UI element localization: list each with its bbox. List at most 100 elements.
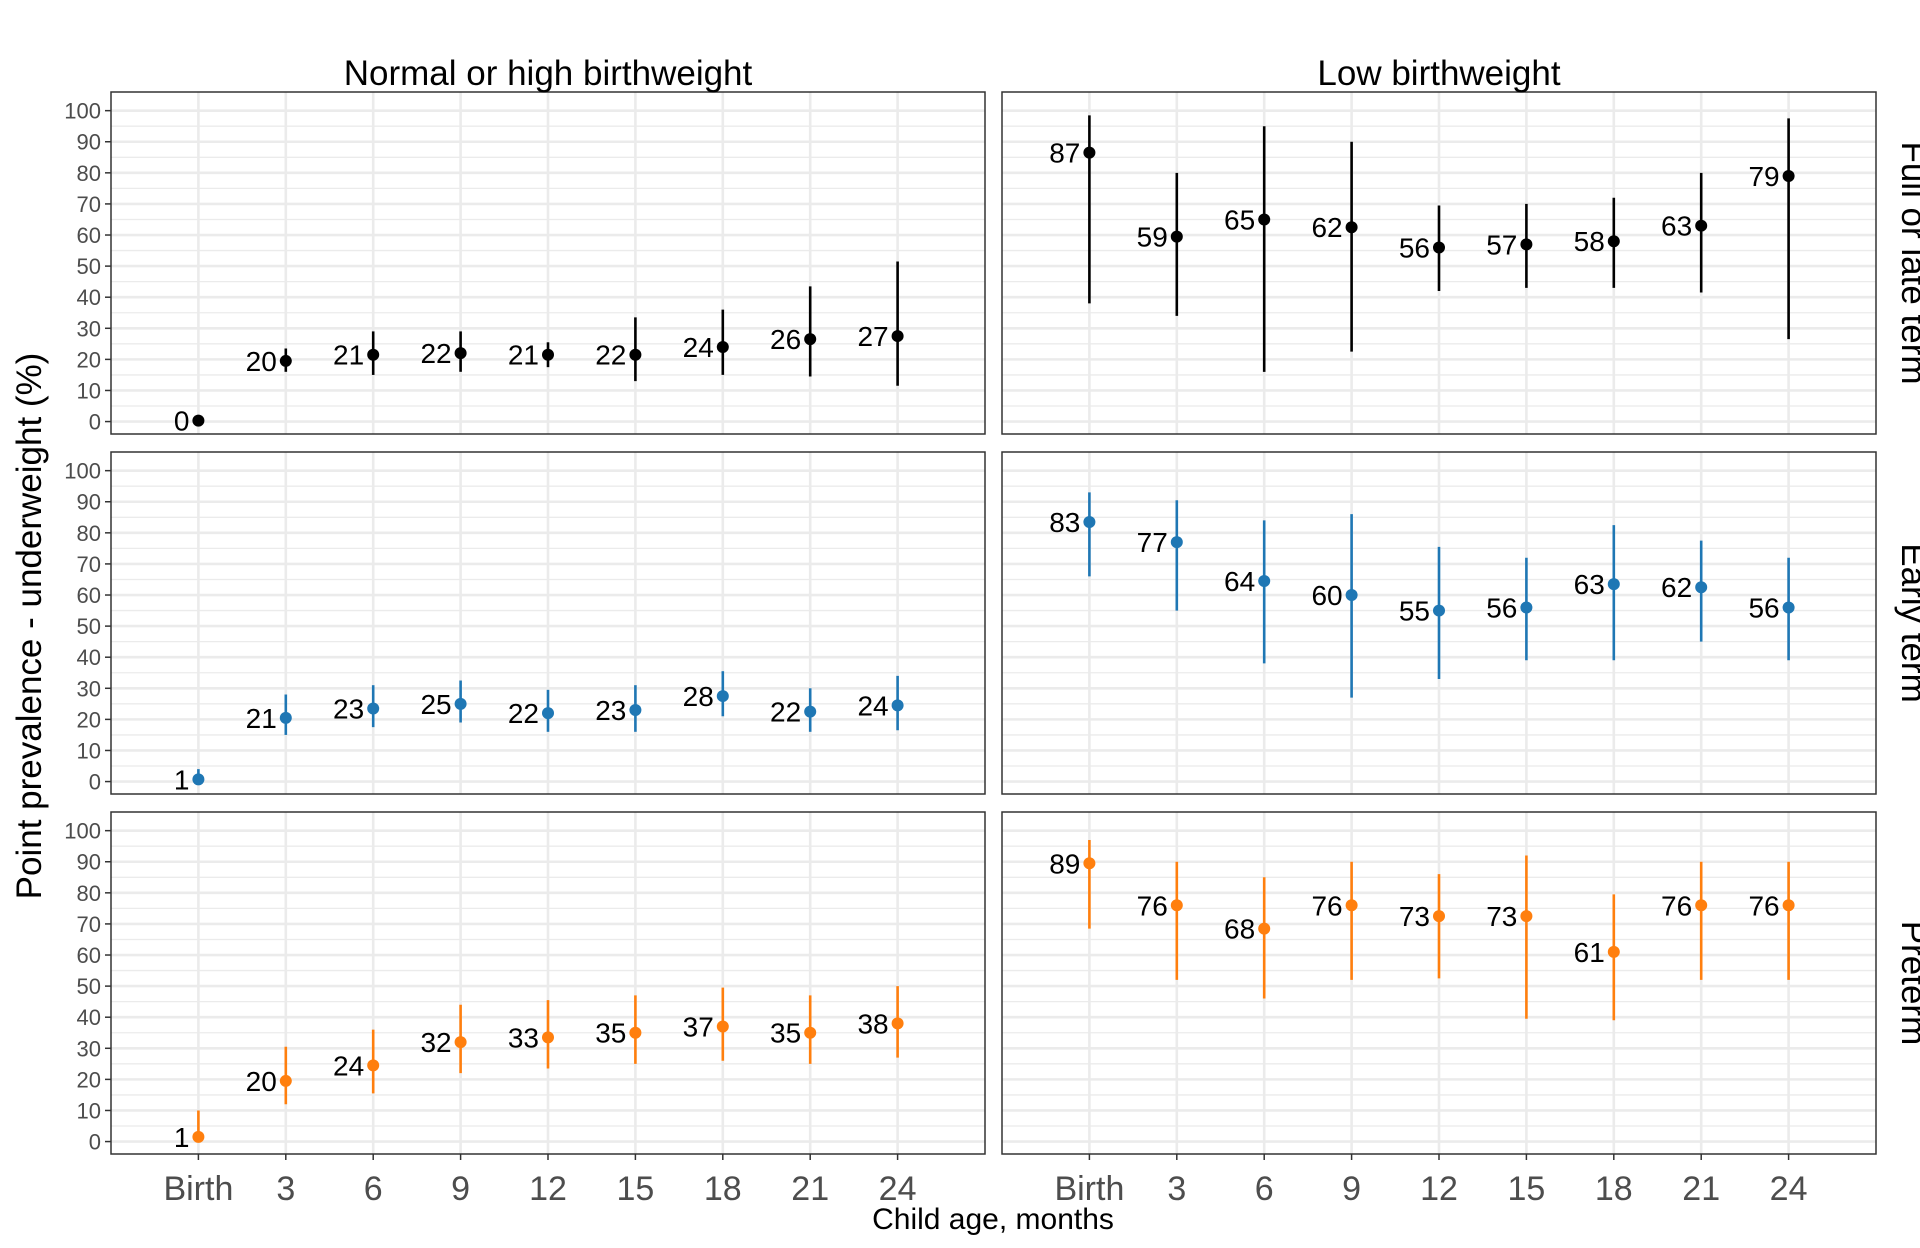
data-point [367,348,380,361]
y-tick-label: 40 [77,285,101,310]
y-tick-label: 80 [77,161,101,186]
value-label: 73 [1486,901,1517,932]
y-tick-label: 10 [77,738,101,763]
y-axis-title: Point prevalence - underweight (%) [10,353,49,900]
data-point [1782,899,1795,912]
data-point [1433,604,1445,617]
column-strip-layer: Normal or high birthweight Low birthweigh… [344,54,1561,93]
data-point [804,705,817,718]
data-point [1433,910,1445,923]
x-tick-label: 9 [451,1170,470,1208]
value-label: 68 [1224,914,1255,945]
panel-border [110,811,986,1155]
data-point [1170,536,1183,549]
y-tick-label: 30 [77,676,101,701]
data-point [1345,221,1358,234]
value-label: 57 [1486,229,1517,260]
y-tick-label: 30 [77,316,101,341]
y-tick-label: 90 [77,130,101,155]
value-label: 56 [1399,232,1430,263]
data-point [891,1017,904,1030]
value-label: 35 [770,1018,801,1049]
value-label: 87 [1049,138,1080,169]
panel-border [110,91,986,435]
x-tick-label: 24 [1770,1170,1808,1208]
data-point [1170,899,1183,912]
value-label: 79 [1748,161,1779,192]
y-tick-label: 90 [77,850,101,875]
value-label: 23 [595,695,626,726]
x-tick-label: 15 [616,1170,654,1208]
y-tick-label: 50 [77,614,101,639]
value-label: 22 [508,698,539,729]
data-point [716,1020,729,1033]
data-point [629,704,642,717]
y-tick-label: 100 [64,819,101,844]
x-tick-label: 18 [1595,1170,1633,1208]
data-point [1695,219,1708,232]
data-point [1695,899,1708,912]
y-tick-label: 50 [77,974,101,999]
y-tick-label: 100 [64,99,101,124]
x-tick-label: 6 [1255,1170,1274,1208]
data-point [542,707,554,720]
value-label: 65 [1224,204,1255,235]
data-point [1782,169,1795,182]
data-point [1607,578,1620,591]
value-label: 59 [1137,222,1168,253]
data-point [542,348,554,361]
data-point [1433,241,1445,254]
value-label: 62 [1311,212,1342,243]
data-point [542,1031,554,1044]
value-label: 55 [1399,596,1430,627]
value-label: 1 [174,1122,190,1153]
y-tick-label: 60 [77,583,101,608]
value-label: 56 [1748,592,1779,623]
value-label: 20 [246,1066,277,1097]
data-point [192,414,205,427]
data-point [1258,575,1271,588]
data-point [804,333,817,346]
data-point [192,1130,205,1143]
value-label: 61 [1574,937,1605,968]
value-label: 76 [1137,890,1168,921]
row-strip-title: Early term [1894,543,1920,702]
value-label: 28 [683,681,714,712]
y-tick-label: 80 [77,521,101,546]
y-tick-label: 70 [77,912,101,937]
data-point [367,1059,380,1072]
value-label: 76 [1661,890,1692,921]
data-point [1258,922,1271,935]
y-tick-label: 60 [77,223,101,248]
x-tick-label: 12 [1420,1170,1458,1208]
panel-border [1001,91,1877,435]
data-point [804,1026,817,1039]
row-strip-title: Full or late term [1894,141,1920,384]
panel-2-0: 0 10 20 30 40 50 60 70 80 90 100 Birth 3 6 9 12 15 18 21 24… [64,811,986,1208]
panel-border [110,451,986,795]
x-tick-label: 3 [1167,1170,1186,1208]
value-label: 21 [246,703,277,734]
value-label: 60 [1311,580,1342,611]
x-tick-label: 9 [1342,1170,1361,1208]
y-tick-label: 10 [77,1098,101,1123]
data-point [1782,601,1795,614]
panel-border [1001,451,1877,795]
value-label: 38 [857,1008,888,1039]
y-tick-label: 20 [77,1067,101,1092]
y-tick-label: 30 [77,1036,101,1061]
value-label: 24 [857,690,888,721]
data-point [1345,899,1358,912]
value-label: 23 [333,694,364,725]
data-point [1520,910,1533,923]
y-tick-label: 100 [64,459,101,484]
value-label: 73 [1399,901,1430,932]
value-label: 63 [1661,211,1692,242]
value-label: 56 [1486,592,1517,623]
column-strip-title: Low birthweight [1317,54,1560,93]
y-tick-label: 70 [77,552,101,577]
y-tick-label: 0 [89,770,101,795]
x-tick-label: 18 [704,1170,742,1208]
panel-border [1001,811,1877,1155]
